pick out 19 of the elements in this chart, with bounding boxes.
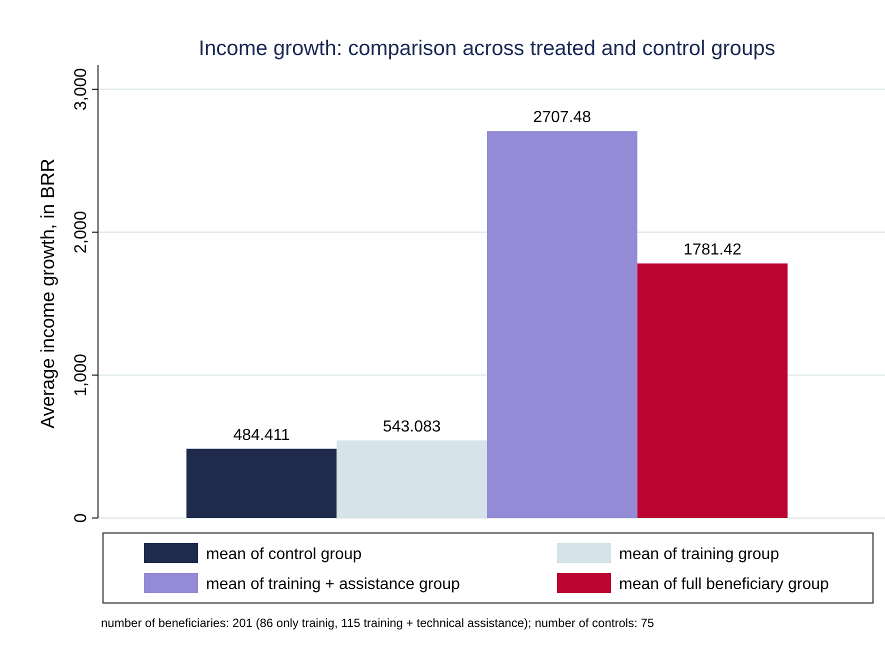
y-tick-label: 2,000 [71,210,90,254]
text: number of beneficiaries: 201 (86 only trainig, 115 training + technical assistance); number of controls: 75 [101,616,654,630]
chart-title: Income growth: comparison across treated and control groups [198,37,776,60]
data-label: 543.083 [382,418,441,436]
y-tick-label: 3,000 [71,68,90,111]
data-label: 2707.48 [533,109,592,126]
y-tick-label: 0 [71,513,90,523]
legend-label: mean of control group [206,546,362,563]
legend-label: mean of full beneficiary group [619,576,829,593]
data-label: 1781.42 [684,241,742,258]
bar [487,131,638,518]
bar [336,440,487,518]
y-tick-label: 1,000 [71,354,90,396]
bar [186,448,337,518]
legend-label: mean of training group [619,546,780,563]
bar [637,263,788,518]
legend-label: mean of training + assistance group [206,576,460,593]
y-axis-title: Average income growth, in BRR [38,158,59,428]
data-label: 484.411 [233,426,290,444]
